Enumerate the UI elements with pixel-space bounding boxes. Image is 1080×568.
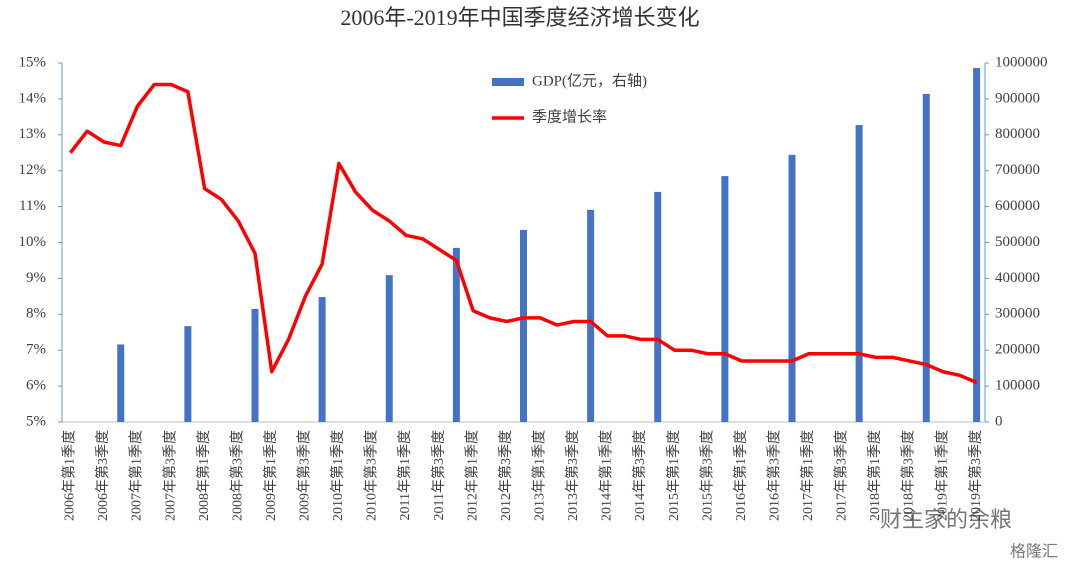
bar [855, 125, 863, 423]
bar [788, 154, 796, 423]
x-tick-label: 2009年第3季度 [296, 430, 313, 521]
x-tick-label: 2016年第3季度 [765, 430, 782, 521]
bar [973, 68, 981, 422]
x-tick-label: 2015年第3季度 [698, 430, 715, 521]
y2-tick-label: 200000 [995, 342, 1040, 358]
x-tick-label: 2014年第1季度 [598, 430, 615, 521]
x-tick-label: 2012年第1季度 [463, 430, 480, 521]
legend-label: 季度增长率 [532, 108, 607, 125]
y-tick-label: 11% [19, 198, 46, 214]
y-tick-label: 12% [19, 162, 47, 178]
bar [922, 93, 930, 423]
x-tick-label: 2019年第3季度 [967, 430, 984, 521]
y-tick-label: 8% [26, 306, 46, 322]
x-tick-label: 2013年第1季度 [531, 430, 548, 521]
y2-tick-label: 400000 [995, 270, 1040, 286]
y-tick-label: 10% [19, 234, 47, 250]
y2-tick-label: 600000 [995, 198, 1040, 214]
x-tick-label: 2017年第1季度 [799, 430, 816, 521]
x-tick-label: 2017年第3季度 [833, 430, 850, 521]
y2-tick-label: 700000 [995, 162, 1040, 178]
y2-tick-label: 800000 [995, 126, 1040, 142]
y2-tick-label: 900000 [995, 90, 1040, 106]
legend-swatch [492, 78, 524, 86]
y2-tick-label: 0 [995, 413, 1003, 429]
bar [520, 229, 527, 422]
bar [117, 344, 125, 422]
bar [318, 297, 326, 422]
bar [721, 176, 729, 422]
y-tick-label: 9% [26, 270, 46, 286]
x-tick-label: 2006年第1季度 [61, 430, 78, 521]
x-tick-label: 2006年第3季度 [94, 430, 111, 521]
line [69, 82, 978, 385]
watermark: 格隆汇 [1010, 543, 1058, 561]
bar [587, 209, 595, 422]
x-tick-label: 2014年第3季度 [631, 430, 648, 521]
x-tick-label: 2008年第3季度 [228, 430, 245, 521]
x-tick-label: 2010年第1季度 [329, 430, 346, 521]
y2-tick-label: 1000000 [995, 54, 1048, 70]
bar [654, 191, 662, 422]
bar [184, 326, 192, 422]
x-tick-label: 2015年第1季度 [665, 430, 682, 521]
legend-label: GDP(亿元，右轴) [532, 72, 647, 89]
bar [452, 247, 460, 422]
y2-tick-label: 500000 [995, 234, 1040, 250]
x-tick-label: 2011年第1季度 [396, 430, 413, 520]
y2-tick-label: 300000 [995, 306, 1040, 322]
x-tick-label: 2018年第1季度 [866, 430, 883, 521]
bar [251, 308, 259, 422]
watermark: 财主家的余粮 [880, 507, 1012, 532]
x-tick-label: 2012年第3季度 [497, 430, 514, 521]
y-tick-label: 15% [19, 54, 47, 70]
bar [385, 275, 393, 422]
y-tick-label: 14% [19, 90, 47, 106]
x-tick-label: 2019年第1季度 [933, 430, 950, 521]
x-tick-label: 2008年第1季度 [195, 430, 212, 521]
x-tick-label: 2018年第3季度 [900, 430, 917, 521]
x-tick-label: 2007年第3季度 [161, 430, 178, 521]
y-tick-label: 13% [19, 126, 47, 142]
x-tick-label: 2009年第1季度 [262, 430, 279, 521]
y-tick-label: 5% [26, 413, 46, 429]
x-tick-label: 2013年第3季度 [564, 430, 581, 521]
chart-title: 2006年-2019年中国季度经济增长变化 [340, 5, 699, 30]
x-tick-label: 2010年第3季度 [363, 430, 380, 521]
x-tick-label: 2011年第3季度 [430, 430, 447, 520]
y-tick-label: 6% [26, 378, 46, 394]
x-tick-label: 2007年第1季度 [128, 430, 145, 521]
y-tick-label: 7% [26, 342, 46, 358]
x-tick-label: 2016年第1季度 [732, 430, 749, 521]
y2-tick-label: 100000 [995, 378, 1040, 394]
